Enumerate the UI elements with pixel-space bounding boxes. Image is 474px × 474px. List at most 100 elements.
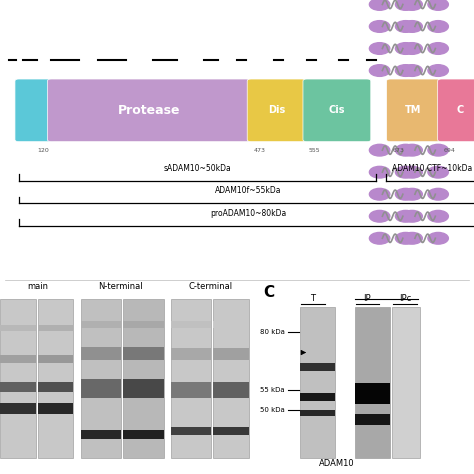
Circle shape bbox=[369, 43, 390, 55]
Bar bbox=[123, 430, 164, 439]
Bar bbox=[213, 299, 249, 458]
Circle shape bbox=[402, 188, 422, 200]
Text: ADAM10: ADAM10 bbox=[319, 459, 355, 468]
Bar bbox=[38, 299, 73, 458]
Bar bbox=[300, 393, 335, 401]
Circle shape bbox=[395, 64, 416, 76]
Bar bbox=[171, 348, 211, 360]
Circle shape bbox=[402, 232, 422, 244]
Circle shape bbox=[369, 144, 390, 156]
Text: TM: TM bbox=[405, 105, 422, 115]
Circle shape bbox=[369, 232, 390, 244]
Bar bbox=[171, 382, 211, 398]
FancyBboxPatch shape bbox=[438, 79, 474, 142]
Bar bbox=[81, 299, 121, 458]
Bar bbox=[123, 321, 164, 328]
Circle shape bbox=[402, 21, 422, 32]
Bar bbox=[355, 414, 390, 425]
Bar bbox=[38, 325, 73, 331]
FancyBboxPatch shape bbox=[387, 79, 440, 142]
Bar bbox=[0, 403, 36, 414]
Text: ADAM10 CTF~10kDa: ADAM10 CTF~10kDa bbox=[392, 164, 472, 173]
Circle shape bbox=[402, 43, 422, 55]
Circle shape bbox=[428, 64, 448, 76]
Text: 673: 673 bbox=[392, 147, 404, 153]
Bar bbox=[213, 348, 249, 360]
Bar bbox=[38, 403, 73, 414]
Circle shape bbox=[402, 144, 422, 156]
Bar bbox=[355, 383, 390, 404]
Bar bbox=[171, 321, 211, 328]
FancyBboxPatch shape bbox=[47, 79, 250, 142]
Circle shape bbox=[369, 210, 390, 222]
Circle shape bbox=[428, 0, 448, 10]
Text: N-terminal: N-terminal bbox=[99, 283, 143, 292]
Circle shape bbox=[428, 232, 448, 244]
Circle shape bbox=[369, 21, 390, 32]
Circle shape bbox=[402, 210, 422, 222]
Bar bbox=[392, 307, 420, 458]
Circle shape bbox=[395, 210, 416, 222]
Bar bbox=[0, 299, 36, 458]
Circle shape bbox=[395, 144, 416, 156]
Text: sADAM10~50kDa: sADAM10~50kDa bbox=[164, 164, 231, 173]
Circle shape bbox=[395, 188, 416, 200]
Bar bbox=[171, 427, 211, 435]
Bar bbox=[300, 410, 335, 416]
Circle shape bbox=[395, 21, 416, 32]
Circle shape bbox=[369, 64, 390, 76]
Text: IP: IP bbox=[364, 294, 371, 303]
Bar bbox=[300, 307, 335, 458]
FancyBboxPatch shape bbox=[247, 79, 306, 142]
Text: C-terminal: C-terminal bbox=[189, 283, 233, 292]
Text: 694: 694 bbox=[444, 147, 456, 153]
Circle shape bbox=[369, 188, 390, 200]
Bar bbox=[213, 427, 249, 435]
Bar bbox=[81, 321, 121, 328]
Bar bbox=[213, 382, 249, 398]
Text: C: C bbox=[263, 285, 274, 301]
Bar bbox=[123, 299, 164, 458]
Circle shape bbox=[402, 64, 422, 76]
Bar bbox=[81, 430, 121, 439]
Circle shape bbox=[428, 188, 448, 200]
Circle shape bbox=[369, 166, 390, 178]
Circle shape bbox=[428, 166, 448, 178]
Text: 555: 555 bbox=[309, 147, 320, 153]
Text: Cis: Cis bbox=[328, 105, 345, 115]
Bar bbox=[81, 379, 121, 398]
Text: main: main bbox=[27, 283, 48, 292]
Bar bbox=[38, 355, 73, 363]
Bar bbox=[123, 379, 164, 398]
Circle shape bbox=[402, 0, 422, 10]
Text: Dis: Dis bbox=[268, 105, 285, 115]
Circle shape bbox=[428, 21, 448, 32]
Circle shape bbox=[428, 210, 448, 222]
Text: ADAM10f~55kDa: ADAM10f~55kDa bbox=[215, 186, 282, 195]
Bar bbox=[300, 363, 335, 371]
Circle shape bbox=[369, 0, 390, 10]
Bar bbox=[0, 382, 36, 392]
Bar bbox=[123, 347, 164, 360]
Bar bbox=[213, 321, 249, 328]
Text: T: T bbox=[310, 294, 315, 303]
Circle shape bbox=[428, 43, 448, 55]
Text: IPc: IPc bbox=[399, 294, 411, 303]
Text: 473: 473 bbox=[253, 147, 265, 153]
Text: 80 kDa: 80 kDa bbox=[260, 329, 284, 335]
Bar bbox=[0, 325, 36, 331]
FancyBboxPatch shape bbox=[15, 79, 55, 142]
Bar bbox=[38, 382, 73, 392]
Circle shape bbox=[395, 43, 416, 55]
Text: Protease: Protease bbox=[118, 104, 180, 117]
Circle shape bbox=[428, 144, 448, 156]
Bar bbox=[355, 307, 390, 458]
Text: 55 kDa: 55 kDa bbox=[260, 387, 284, 393]
FancyBboxPatch shape bbox=[303, 79, 371, 142]
Circle shape bbox=[395, 166, 416, 178]
Circle shape bbox=[395, 0, 416, 10]
Text: 50 kDa: 50 kDa bbox=[260, 407, 284, 413]
Bar bbox=[171, 299, 211, 458]
Text: C: C bbox=[456, 105, 464, 115]
Bar bbox=[81, 347, 121, 360]
